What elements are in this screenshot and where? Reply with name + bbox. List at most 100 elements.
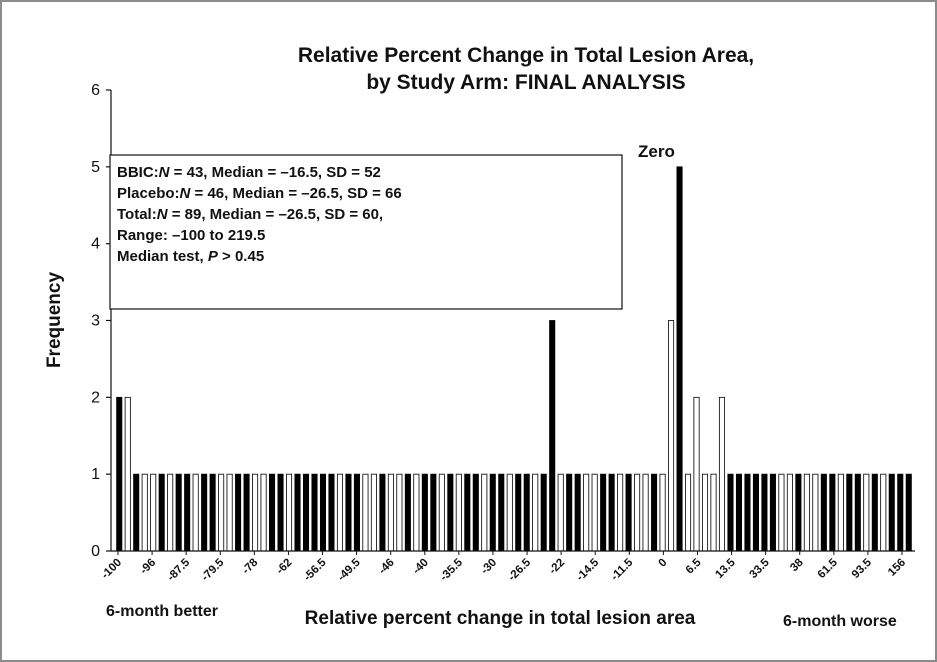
bar-placebo	[260, 473, 267, 552]
x-tick-label: 6.5	[684, 556, 704, 576]
x-tick-label: -26.5	[506, 556, 533, 583]
x-tick-label: -30	[479, 557, 499, 577]
bar-placebo	[481, 473, 488, 552]
bar-placebo	[786, 473, 793, 552]
bar-placebo	[285, 473, 293, 552]
stats-line: Median test, P > 0.45	[117, 248, 264, 265]
bar-bbic	[600, 473, 607, 552]
bar-placebo	[336, 473, 343, 552]
bar-placebo	[141, 473, 148, 552]
zero-label: Zero	[638, 142, 675, 161]
left-note: 6-month better	[106, 603, 218, 620]
x-tick-label: 38	[788, 556, 806, 574]
bar-placebo	[455, 473, 462, 552]
bar-bbic	[158, 473, 165, 552]
bar-bbic	[472, 473, 479, 552]
x-tick-label: -46	[377, 557, 397, 577]
bar-bbic	[820, 473, 827, 552]
bar-bbic	[184, 473, 191, 552]
x-tick-label: -40	[411, 557, 431, 577]
bar-placebo	[701, 473, 709, 552]
bar-placebo	[532, 473, 539, 552]
bar-placebo	[557, 473, 564, 552]
x-tick-label: -79.5	[199, 556, 226, 583]
bar-placebo	[668, 320, 675, 552]
stats-lines: BBIC:N = 43, Median = –16.5, SD = 52 Plac…	[117, 164, 402, 265]
right-note: 6-month worse	[783, 613, 897, 630]
bar-placebo	[192, 473, 199, 552]
bar-bbic	[379, 473, 386, 552]
y-axis-label: Frequency	[44, 272, 65, 369]
bar-bbic	[523, 473, 530, 552]
bar-bbic	[464, 473, 471, 552]
bar-bbic	[489, 473, 496, 552]
bar-bbic	[795, 473, 802, 552]
y-tick-label: 4	[91, 236, 100, 253]
bar-bbic	[345, 473, 352, 552]
bar-placebo	[812, 473, 819, 552]
bar-bbic	[209, 473, 216, 552]
bar-bbic	[735, 473, 743, 552]
bar-placebo	[124, 396, 131, 552]
bar-placebo	[685, 473, 692, 552]
bar-placebo	[718, 396, 726, 552]
bar-bbic	[421, 473, 428, 552]
bar-placebo	[252, 473, 259, 552]
bar-bbic	[761, 473, 768, 552]
stats-box-border	[109, 154, 623, 310]
bar-placebo	[583, 473, 590, 552]
x-tick-label: -35.5	[438, 556, 465, 583]
bar-placebo	[413, 473, 420, 552]
bar-placebo	[693, 396, 700, 552]
y-tick-label: 2	[91, 389, 100, 406]
x-tick-label: -11.5	[609, 556, 636, 583]
bar-bbic	[897, 473, 904, 552]
bar-bbic	[566, 473, 573, 552]
x-tick-label: -78	[240, 556, 261, 577]
x-tick-label: -22	[547, 557, 567, 577]
bar-placebo	[150, 473, 157, 552]
x-tick-label: -100	[99, 557, 124, 582]
bar-bbic	[175, 473, 182, 552]
bar-bbic	[625, 473, 632, 552]
bar-bbic	[116, 396, 123, 552]
bar-bbic	[574, 473, 581, 552]
bar-bbic	[727, 473, 734, 552]
bar-bbic	[888, 473, 895, 552]
bar-bbic	[498, 473, 505, 552]
bar-placebo	[880, 473, 887, 552]
bar-bbic	[294, 473, 301, 552]
bar-bbic	[905, 473, 912, 552]
bar-bbic	[549, 320, 556, 552]
chart-title-line-1: Relative Percent Change in Total Lesion …	[298, 44, 754, 67]
chart-title: Relative Percent Change in Total Lesion …	[298, 44, 754, 94]
bar-placebo	[506, 473, 513, 552]
bar-placebo	[370, 473, 377, 552]
bar-placebo	[659, 473, 666, 552]
bar-placebo	[863, 473, 870, 552]
bar-bbic	[854, 473, 861, 552]
x-tick-label: -62	[274, 557, 294, 577]
bars-group	[116, 166, 912, 552]
y-tick-label: 3	[91, 313, 100, 330]
bar-bbic	[133, 473, 140, 552]
bar-placebo	[218, 473, 225, 552]
bar-bbic	[829, 473, 836, 552]
bar-placebo	[362, 473, 369, 552]
bar-placebo	[591, 473, 598, 552]
bar-placebo	[803, 473, 810, 552]
y-tick-label: 1	[91, 466, 100, 483]
bar-bbic	[871, 473, 878, 552]
x-tick-label: 93.5	[850, 556, 875, 581]
bar-bbic	[243, 473, 250, 552]
y-axis-ticks: 0 1 2 3 4 5 6	[91, 82, 111, 560]
bar-bbic	[353, 473, 360, 552]
bar-placebo	[837, 473, 844, 552]
stats-line: Range: –100 to 219.5	[117, 227, 265, 244]
x-tick-label: 61.5	[816, 556, 841, 581]
y-tick-label: 6	[91, 82, 100, 99]
bar-bbic	[201, 473, 208, 552]
bar-bbic	[269, 473, 276, 552]
